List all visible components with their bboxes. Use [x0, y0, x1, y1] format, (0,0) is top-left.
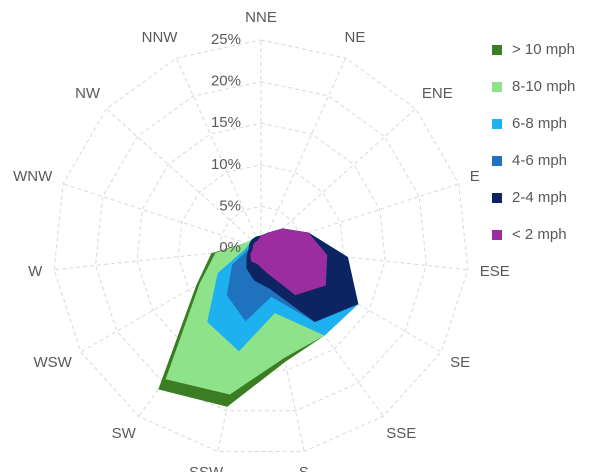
y-tick-label: 15%	[211, 114, 241, 131]
legend-swatch	[492, 156, 502, 166]
category-label: SSW	[189, 464, 224, 472]
category-label: S	[299, 464, 309, 472]
legend-swatch	[492, 193, 502, 203]
category-label: WNW	[13, 168, 53, 185]
category-label: NNE	[245, 9, 277, 26]
legend-swatch	[492, 45, 502, 55]
area	[250, 228, 328, 296]
legend-swatch	[492, 230, 502, 240]
category-label: SSE	[386, 425, 416, 442]
legend-label: < 2 mph	[512, 226, 567, 243]
category-label: SW	[112, 425, 137, 442]
legend-label: > 10 mph	[512, 41, 575, 58]
category-label: WSW	[33, 354, 72, 371]
category-label: NW	[75, 85, 101, 102]
legend-label: 2-4 mph	[512, 189, 567, 206]
y-tick-label: 10%	[211, 156, 241, 173]
legend-swatch	[492, 119, 502, 129]
legend-label: 8-10 mph	[512, 78, 575, 95]
spoke	[260, 57, 347, 249]
category-label: W	[28, 263, 43, 280]
grid-ring	[95, 81, 427, 412]
y-tick-label: 5%	[219, 197, 241, 214]
y-tick-label: 25%	[211, 31, 241, 48]
category-label: ESE	[480, 263, 510, 280]
category-label: NNW	[142, 29, 179, 46]
y-tick-label: 0%	[219, 239, 241, 256]
y-tick-label: 20%	[211, 73, 241, 90]
grid-ring	[53, 39, 469, 452]
category-label: NE	[345, 29, 366, 46]
category-label: SE	[450, 354, 470, 371]
legend-label: 6-8 mph	[512, 115, 567, 132]
legend-label: 4-6 mph	[512, 152, 567, 169]
grid-ring	[136, 122, 386, 371]
spoke	[260, 108, 416, 249]
category-label: ENE	[422, 85, 453, 102]
category-label: E	[470, 168, 480, 185]
legend-swatch	[492, 82, 502, 92]
